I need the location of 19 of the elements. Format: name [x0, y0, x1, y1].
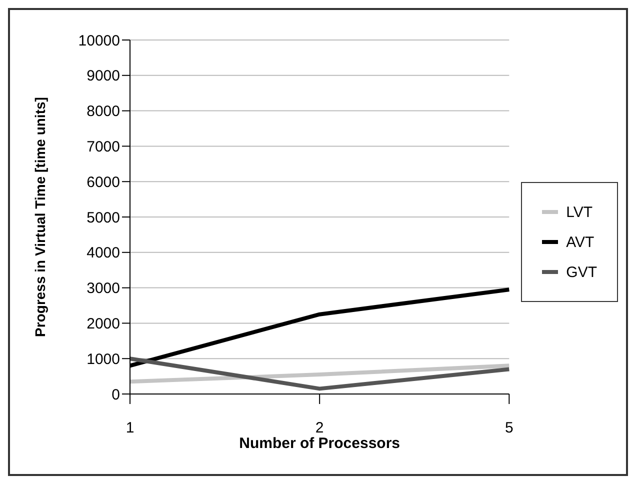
y-tick-label: 2000	[86, 316, 120, 333]
y-tick-label: 8000	[86, 103, 120, 120]
y-tick-label: 4000	[86, 244, 120, 262]
x-axis-title: Number of Processors	[239, 435, 400, 452]
legend-label: LVT	[566, 204, 593, 220]
x-tick-label: 2	[315, 420, 324, 437]
legend-label: AVT	[566, 234, 594, 250]
x-tick-label: 5	[504, 420, 514, 437]
y-tick-label: 10000	[78, 32, 120, 50]
y-tick-label: 5000	[86, 209, 120, 226]
x-tick-label: 1	[126, 420, 134, 437]
y-tick-label: 1000	[86, 350, 120, 368]
y-tick-label: 6000	[86, 174, 120, 191]
y-axis-title: Progress in Virtual Time [time units]	[32, 97, 48, 337]
legend-label: GVT	[566, 264, 597, 280]
y-tick-label: 9000	[86, 68, 120, 85]
y-tick-label: 0	[112, 386, 120, 404]
y-tick-label: 3000	[86, 280, 120, 298]
y-tick-label: 7000	[86, 138, 120, 156]
